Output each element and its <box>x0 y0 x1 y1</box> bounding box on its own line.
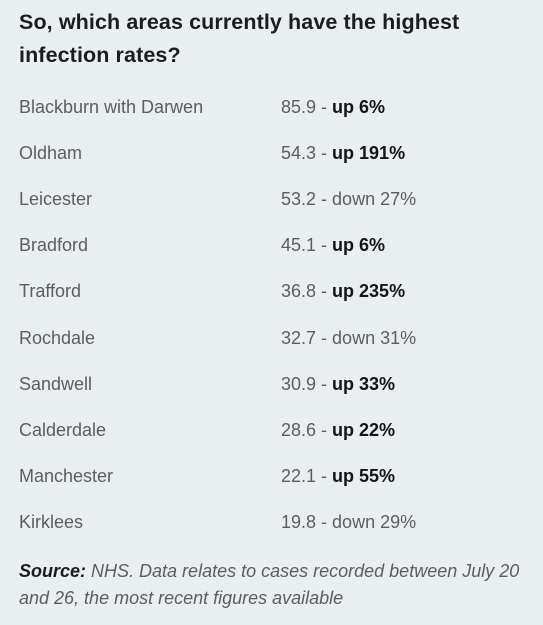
list-item: Oldham 54.3 - up 191% <box>19 130 525 176</box>
area-name: Manchester <box>19 466 114 487</box>
list-item: Calderdale 28.6 - up 22% <box>19 407 525 453</box>
infection-rate: 85.9 <box>281 96 317 117</box>
rate-figure: 85.9 - up 6% <box>281 97 385 118</box>
rate-change: up 6% <box>332 235 386 256</box>
rate-separator: - <box>316 142 333 163</box>
rate-separator: - <box>316 235 333 256</box>
rate-separator: - <box>316 419 333 440</box>
rate-figure: 32.7 - down 31% <box>281 328 416 349</box>
area-name: Leicester <box>19 188 93 209</box>
infection-rate: 53.2 <box>281 188 317 209</box>
infection-rate: 45.1 <box>281 235 317 256</box>
rate-separator: - <box>316 512 333 533</box>
area-name: Bradford <box>19 235 89 256</box>
list-item: Sandwell 30.9 - up 33% <box>19 361 525 407</box>
rate-figure: 54.3 - up 191% <box>281 143 405 164</box>
rate-figure: 22.1 - up 55% <box>281 466 395 487</box>
rate-change: up 55% <box>332 466 396 487</box>
rate-change: down 29% <box>332 512 417 533</box>
source-label: Source: <box>19 560 87 581</box>
list-item: Trafford 36.8 - up 235% <box>19 269 525 315</box>
infection-rates-list: Blackburn with Darwen 85.9 - up 6% Oldha… <box>19 84 525 546</box>
rate-change: down 31% <box>332 327 417 348</box>
source-text: NHS. Data relates to cases recorded betw… <box>19 560 520 608</box>
area-name: Calderdale <box>19 419 107 440</box>
rate-change: up 22% <box>332 419 396 440</box>
area-name: Trafford <box>19 281 82 302</box>
list-item: Bradford 45.1 - up 6% <box>19 223 525 269</box>
area-name: Kirklees <box>19 512 84 533</box>
list-item: Rochdale 32.7 - down 31% <box>19 315 525 361</box>
infection-rate: 32.7 <box>281 327 317 348</box>
rate-separator: - <box>316 188 333 209</box>
area-name: Sandwell <box>19 373 93 394</box>
area-name: Oldham <box>19 142 83 163</box>
infection-rate: 19.8 <box>281 512 317 533</box>
rate-change: up 191% <box>332 142 406 163</box>
list-item: Blackburn with Darwen 85.9 - up 6% <box>19 84 525 130</box>
list-item: Kirklees 19.8 - down 29% <box>19 500 525 546</box>
infection-rate: 28.6 <box>281 419 317 440</box>
rate-figure: 28.6 - up 22% <box>281 420 395 441</box>
rate-separator: - <box>316 373 333 394</box>
list-item: Manchester 22.1 - up 55% <box>19 454 525 500</box>
infection-rate: 36.8 <box>281 281 317 302</box>
rate-change: up 33% <box>332 373 396 394</box>
page-title: So, which areas currently have the highe… <box>19 10 460 67</box>
rate-figure: 36.8 - up 235% <box>281 281 405 302</box>
rate-change: up 6% <box>332 96 386 117</box>
source-note: Source: NHS. Data relates to cases recor… <box>19 558 525 612</box>
rate-separator: - <box>316 96 333 117</box>
rate-figure: 30.9 - up 33% <box>281 374 395 395</box>
infection-rate: 54.3 <box>281 142 317 163</box>
list-item: Leicester 53.2 - down 27% <box>19 176 525 222</box>
rate-figure: 53.2 - down 27% <box>281 189 416 210</box>
rate-figure: 45.1 - up 6% <box>281 235 385 256</box>
rate-figure: 19.8 - down 29% <box>281 512 416 533</box>
area-name: Blackburn with Darwen <box>19 96 204 117</box>
rate-separator: - <box>316 466 333 487</box>
area-name: Rochdale <box>19 327 96 348</box>
rate-change: up 235% <box>332 281 406 302</box>
rate-separator: - <box>316 281 333 302</box>
rate-change: down 27% <box>332 188 417 209</box>
infection-rate: 22.1 <box>281 466 317 487</box>
rate-separator: - <box>316 327 333 348</box>
infection-rate: 30.9 <box>281 373 317 394</box>
